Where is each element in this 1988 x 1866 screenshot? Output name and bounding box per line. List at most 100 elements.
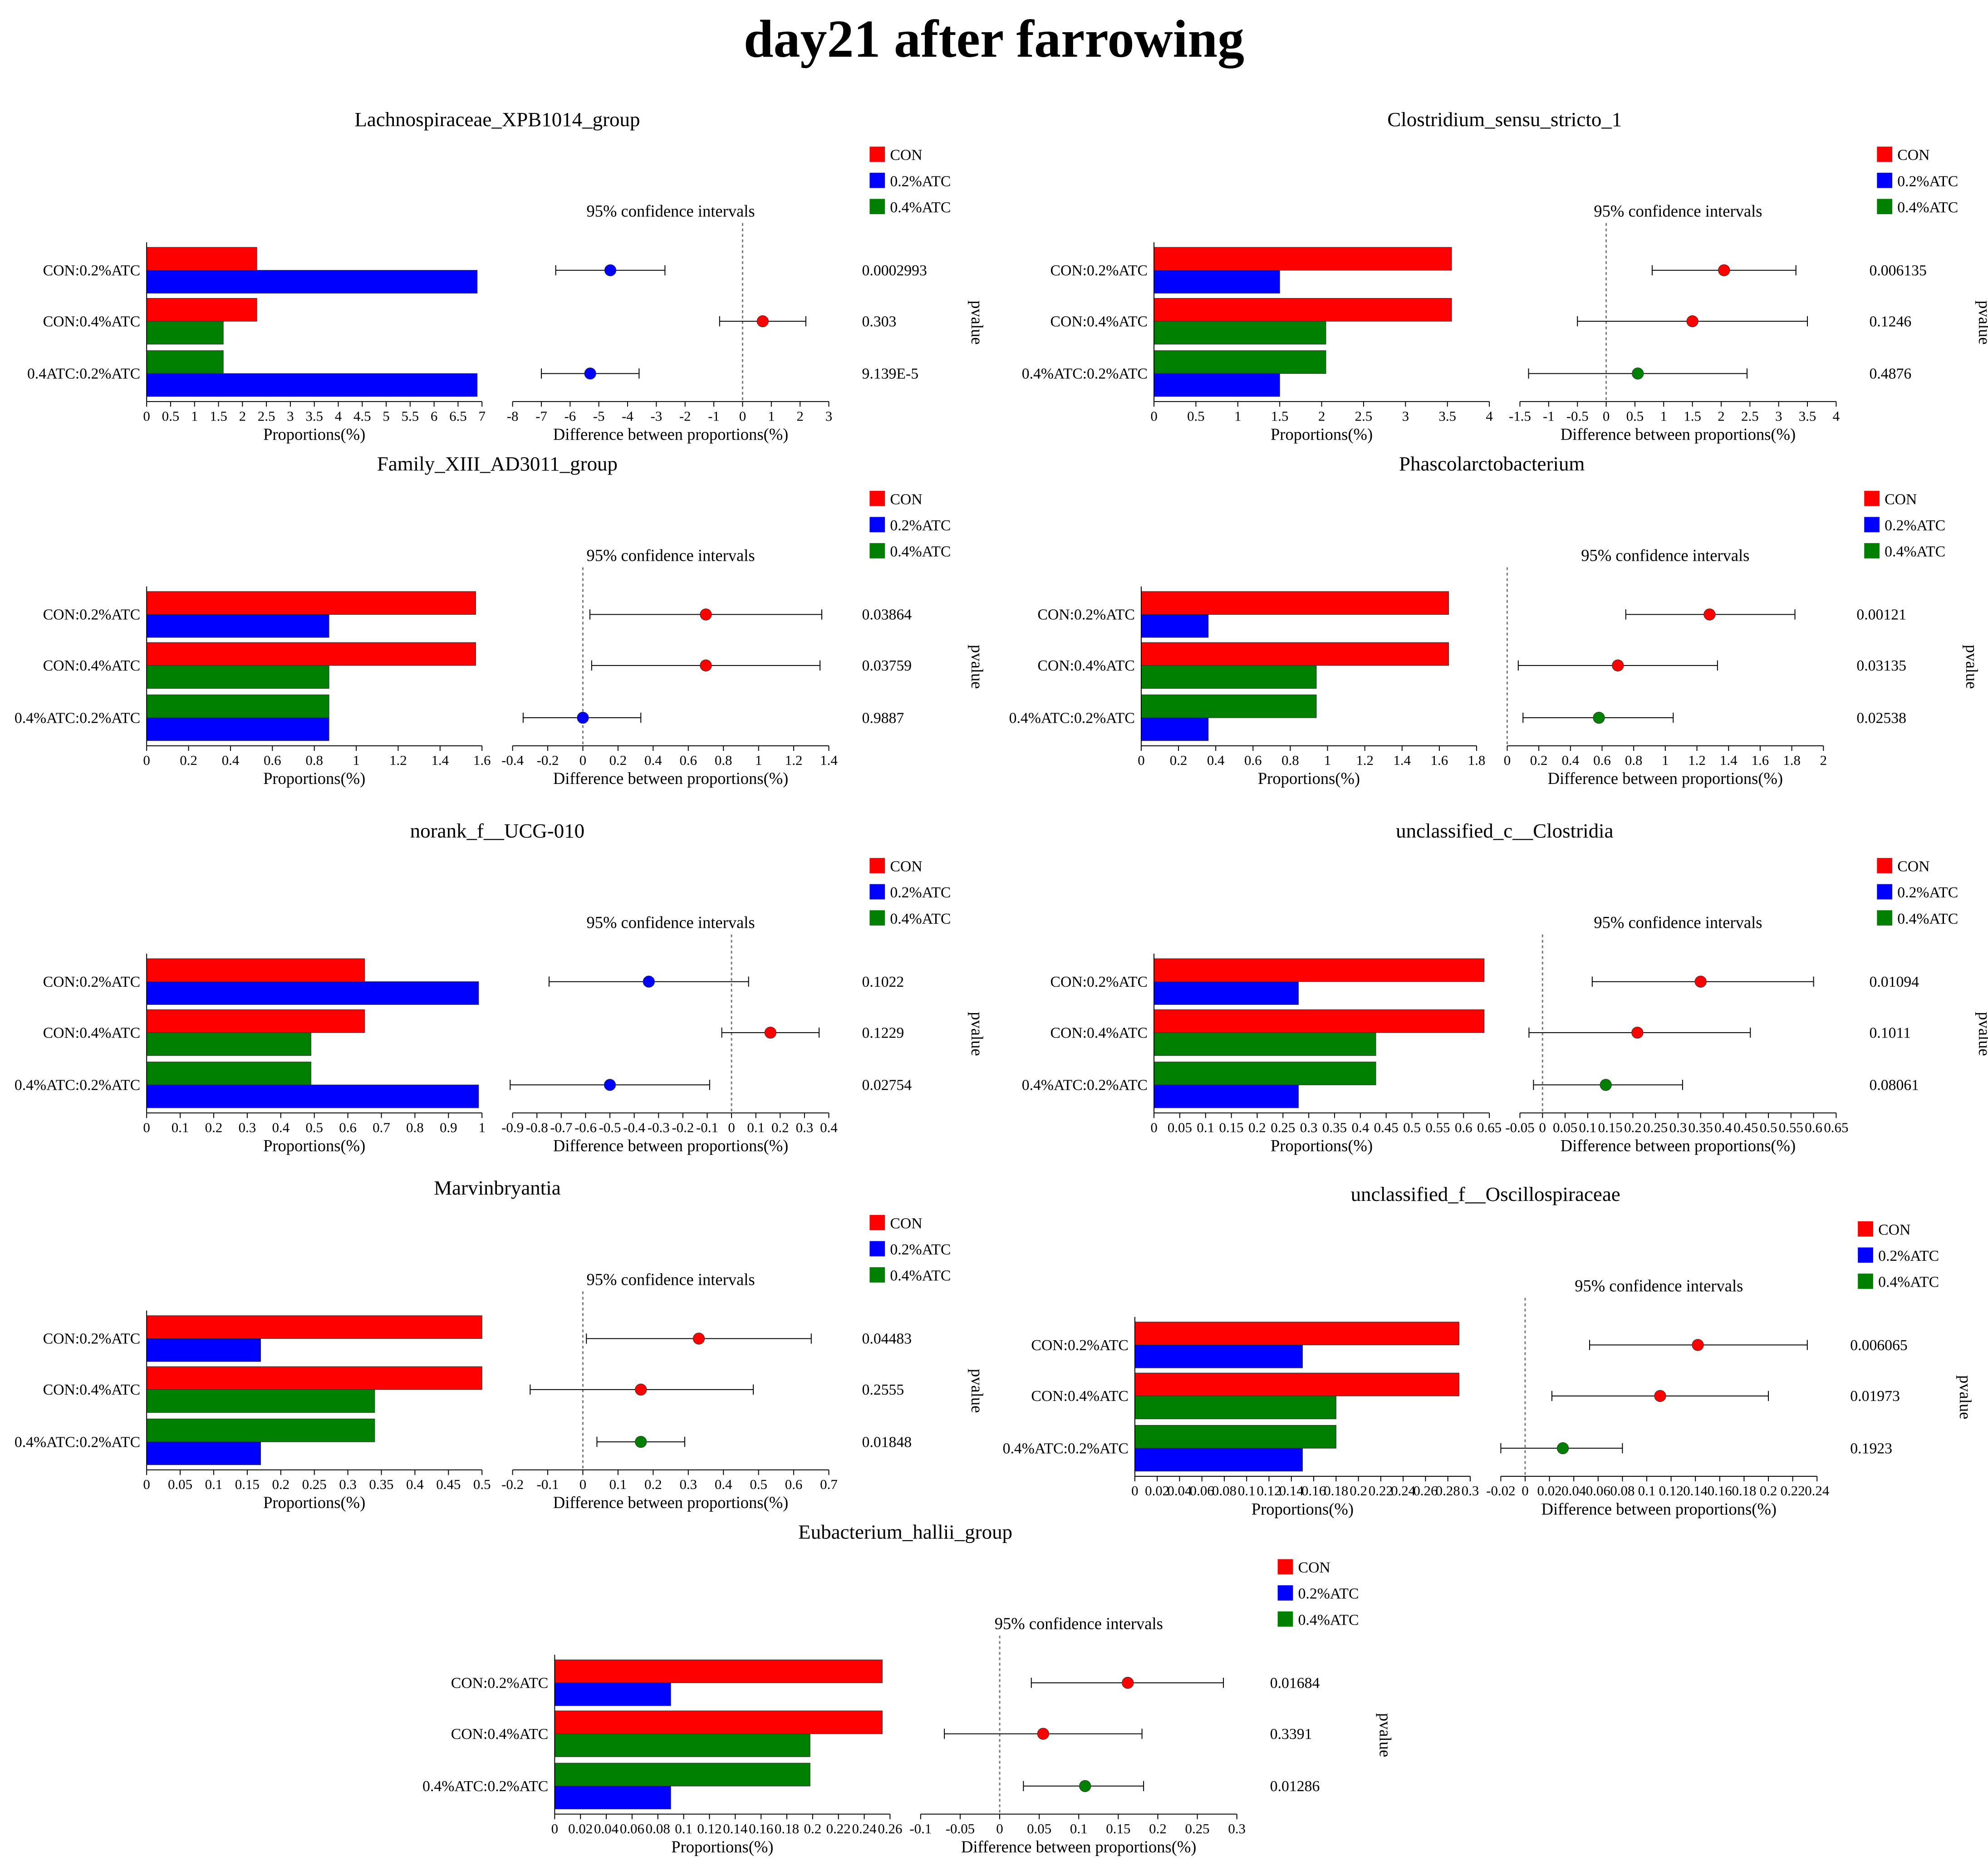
ci-tick-label: 1.4 <box>1720 752 1738 768</box>
ci-tick-label: 3.5 <box>1799 408 1816 424</box>
bar-tick-label: 0.5 <box>1187 408 1205 424</box>
ci-point <box>635 1435 647 1448</box>
bar-tick-label: 0 <box>143 1476 150 1492</box>
bar-tick-label: 0.22 <box>1369 1483 1393 1499</box>
comparison-label-2: 0.4%ATC:0.2%ATC <box>422 1778 548 1795</box>
ci-point <box>1122 1677 1134 1689</box>
legend-swatch-2 <box>1877 910 1893 926</box>
ci-tick-label: -0.3 <box>648 1119 670 1135</box>
ci-title: 95% confidence intervals <box>1594 913 1762 932</box>
ci-point <box>1612 659 1624 671</box>
legend-swatch-0 <box>869 147 885 162</box>
ci-tick-label: -7 <box>535 408 547 424</box>
ci-tick-label: -0.4 <box>623 1119 645 1135</box>
legend-label-2: 0.4%ATC <box>890 199 951 216</box>
legend-label-0: CON <box>1897 147 1929 164</box>
pvalue-2: 0.02754 <box>862 1077 912 1094</box>
comparison-label-1: CON:0.4%ATC <box>43 657 141 674</box>
bar-tick-label: 0.45 <box>1374 1119 1399 1135</box>
ci-point <box>1037 1728 1050 1740</box>
legend-label-1: 0.2%ATC <box>890 517 951 534</box>
bar-tick-label: 0.24 <box>852 1821 876 1837</box>
bar <box>1141 665 1317 689</box>
ci-point <box>1686 315 1698 328</box>
ci-tick-label: 0.8 <box>715 752 732 768</box>
bar-group <box>554 1660 883 1809</box>
legend-swatch-1 <box>1864 517 1880 533</box>
ci-point <box>1600 1079 1612 1091</box>
bar-tick-label: 0.08 <box>1212 1483 1237 1499</box>
panel-title: unclassified_c__Clostridia <box>1396 819 1613 842</box>
bar <box>146 298 257 322</box>
legend-label-2: 0.4%ATC <box>1897 911 1958 927</box>
bar-group <box>146 958 479 1108</box>
legend-label-1: 0.2%ATC <box>1897 173 1958 190</box>
bar-tick-label: 0.8 <box>406 1119 424 1135</box>
ci-x-label: Difference between proportions(%) <box>1561 425 1796 443</box>
ci-point <box>1556 1442 1569 1455</box>
bar-tick-label: 0.04 <box>1167 1483 1192 1499</box>
bar-tick-label: 0 <box>551 1821 558 1837</box>
bar-tick-label: 1.5 <box>1271 408 1289 424</box>
ci-x-label: Difference between proportions(%) <box>1561 1136 1796 1155</box>
ci-tick-label: -5 <box>593 408 605 424</box>
ci-point <box>604 264 617 276</box>
ci-tick-label: 0.12 <box>1659 1483 1684 1499</box>
bar-tick-label: 3 <box>287 408 294 424</box>
panel-title: Clostridium_sensu_stricto_1 <box>1387 108 1622 131</box>
bar-tick-label: 0.26 <box>878 1821 902 1837</box>
bar-tick-label: 0.05 <box>1168 1119 1192 1135</box>
bar-tick-label: 0.02 <box>1145 1483 1169 1499</box>
bar <box>146 1032 311 1056</box>
bar <box>146 373 478 397</box>
bar <box>1154 1084 1299 1108</box>
ci-tick-label: 0.5 <box>1760 1119 1777 1135</box>
bar <box>1134 1396 1336 1420</box>
ci-tick-label: -3 <box>651 408 663 424</box>
bar-tick-label: 0.2 <box>180 752 197 768</box>
ci-tick-label: 0.6 <box>1805 1119 1822 1135</box>
ci-point <box>1593 711 1605 724</box>
ci-tick-label: 0 <box>996 1821 1003 1837</box>
bar-tick-label: 0.6 <box>339 1119 357 1135</box>
bar-tick-label: 6.5 <box>449 408 467 424</box>
legend-swatch-0 <box>1864 490 1880 506</box>
ci-title: 95% confidence intervals <box>587 1270 755 1288</box>
bar-tick-label: 0.4 <box>272 1119 290 1135</box>
ci-tick-label: 0.4 <box>644 752 662 768</box>
bar <box>146 694 329 718</box>
bar <box>1141 717 1209 741</box>
pvalue-2: 9.139E-5 <box>862 366 919 382</box>
pvalue-0: 0.006135 <box>1869 262 1926 279</box>
ci-tick-label: 3 <box>825 408 832 424</box>
ci-tick-label: -0.8 <box>526 1119 548 1135</box>
pvalue-2: 0.01848 <box>862 1434 912 1450</box>
pvalue-0: 0.1022 <box>862 974 904 990</box>
ci-tick-label: 0.65 <box>1824 1119 1848 1135</box>
ci-tick-label: -6 <box>564 408 576 424</box>
legend: CON 0.2%ATC 0.4%ATC <box>1277 1559 1359 1628</box>
legend: CON 0.2%ATC 0.4%ATC <box>1864 490 1945 560</box>
ci-tick-label: -1 <box>1543 408 1555 424</box>
ci-tick-label: 0.3 <box>796 1119 814 1135</box>
bar-tick-label: 0.18 <box>775 1821 799 1837</box>
ci-tick-label: -0.6 <box>574 1119 597 1135</box>
bar-tick-label: 0 <box>143 408 150 424</box>
pvalue-1: 0.303 <box>862 313 897 330</box>
panel-title: Phascolarctobacterium <box>1399 452 1585 475</box>
legend: CON 0.2%ATC 0.4%ATC <box>869 490 951 560</box>
legend-swatch-1 <box>869 517 885 533</box>
ci-tick-label: 0.05 <box>1553 1119 1577 1135</box>
ci-tick-label: 0.55 <box>1779 1119 1803 1135</box>
legend-label-1: 0.2%ATC <box>890 1241 951 1258</box>
bar <box>1134 1425 1336 1449</box>
bar-x-label: Proportions(%) <box>1252 1499 1354 1518</box>
ci-tick-label: -0.2 <box>672 1119 694 1135</box>
ci-tick-label: 1 <box>768 408 775 424</box>
ci-tick-label: 1.4 <box>820 752 838 768</box>
ci-tick-label: -0.2 <box>501 1476 524 1492</box>
bar <box>554 1682 671 1706</box>
pvalue-1: 0.3391 <box>1270 1726 1312 1743</box>
ci-point <box>643 975 655 988</box>
